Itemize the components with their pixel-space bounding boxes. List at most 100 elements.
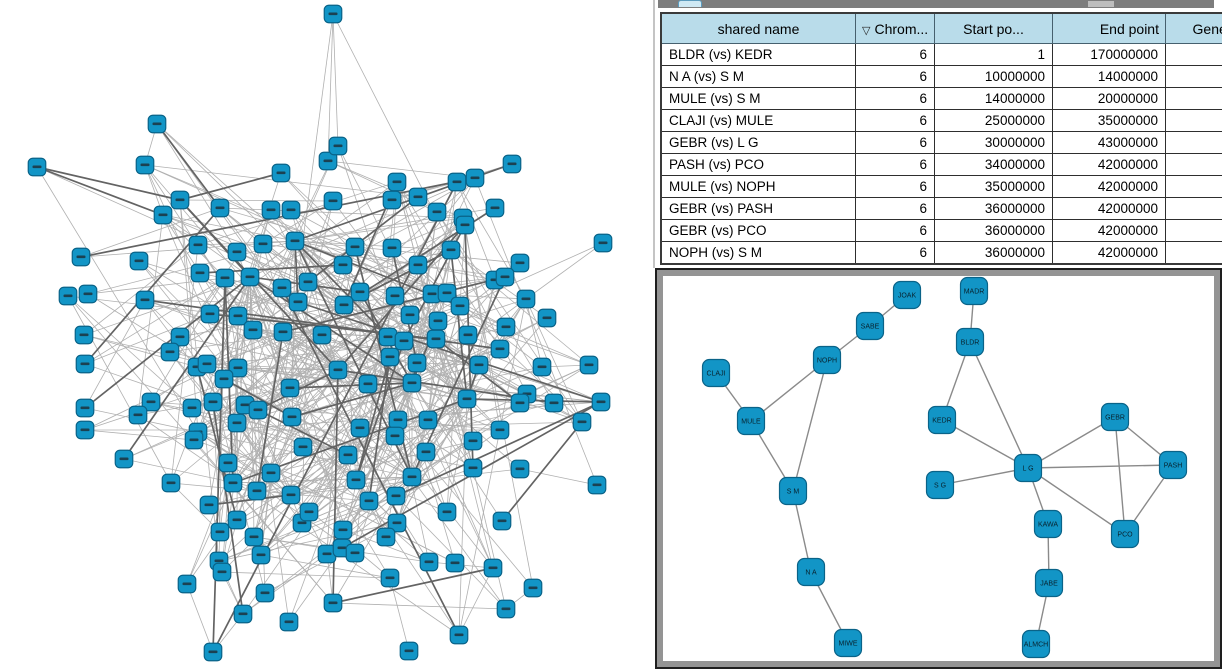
graph-edge[interactable]: [84, 277, 226, 365]
graph-edge[interactable]: [395, 495, 507, 610]
table-cell[interactable]: 14000000: [1052, 65, 1166, 88]
graph-edge[interactable]: [294, 240, 299, 303]
table-cell[interactable]: MULE (vs) NOPH: [660, 175, 856, 198]
graph-edge[interactable]: [458, 298, 527, 636]
table-cell[interactable]: 6.6: [1165, 65, 1222, 88]
column-header-2[interactable]: Start po...: [934, 12, 1053, 44]
table-cell[interactable]: 10.5: [1165, 175, 1222, 198]
table-cell[interactable]: 6: [855, 197, 935, 220]
graph-edge[interactable]: [397, 419, 474, 469]
table-cell[interactable]: 35000000: [1052, 109, 1166, 132]
table-cell[interactable]: GEBR (vs) PCO: [660, 219, 856, 242]
network-node[interactable]: [796, 557, 826, 587]
graph-edge[interactable]: [138, 260, 399, 421]
table-cell[interactable]: 6: [855, 175, 935, 198]
graph-edge[interactable]: [123, 276, 251, 460]
table-cell[interactable]: 8.9: [1165, 197, 1222, 220]
graph-edge[interactable]: [36, 166, 164, 216]
graph-edge[interactable]: [270, 402, 555, 474]
network-node[interactable]: [955, 327, 985, 357]
table-cell[interactable]: 192.0: [1165, 43, 1222, 66]
graph-edge[interactable]: [170, 482, 221, 533]
column-header-4[interactable]: Genetic...: [1165, 12, 1222, 44]
table-cell[interactable]: 35000000: [934, 175, 1053, 198]
table-cell[interactable]: 42000000: [1052, 175, 1166, 198]
scrollbar-thumb[interactable]: [1088, 1, 1114, 7]
detail-network-canvas[interactable]: JOAK MADR SABE NOPH BLDR CLAJI MULE KEDR GEBR L G…: [663, 276, 1214, 661]
overview-network-canvas[interactable]: [0, 0, 655, 669]
graph-edge[interactable]: [1027, 416, 1116, 469]
table-cell[interactable]: 10000000: [934, 65, 1053, 88]
graph-edge[interactable]: [368, 356, 391, 502]
graph-edge[interactable]: [179, 336, 339, 371]
graph-edge[interactable]: [395, 467, 474, 497]
table-cell[interactable]: 36000000: [934, 197, 1053, 220]
table-cell[interactable]: 36000000: [934, 219, 1053, 242]
graph-edge[interactable]: [427, 419, 494, 569]
network-node[interactable]: [701, 358, 731, 388]
graph-edge[interactable]: [84, 276, 251, 409]
table-cell[interactable]: 42000000: [1052, 153, 1166, 176]
graph-edge[interactable]: [84, 299, 146, 409]
graph-edge[interactable]: [297, 301, 602, 403]
table-cell[interactable]: 20000000: [1052, 87, 1166, 110]
graph-edge[interactable]: [396, 451, 427, 524]
table-cell[interactable]: 42000000: [1052, 197, 1166, 220]
graph-edge[interactable]: [308, 454, 349, 513]
graph-edge[interactable]: [208, 494, 292, 506]
graph-edge[interactable]: [525, 242, 604, 300]
table-cell[interactable]: BLDR (vs) KEDR: [660, 43, 856, 66]
table-cell[interactable]: 6: [855, 87, 935, 110]
graph-edge[interactable]: [458, 567, 494, 636]
graph-edge[interactable]: [411, 364, 480, 384]
graph-edge[interactable]: [321, 334, 361, 429]
table-row[interactable]: BLDR (vs) KEDR61170000000192.0: [660, 43, 1222, 66]
graph-edge[interactable]: [144, 299, 339, 371]
graph-edge[interactable]: [80, 207, 221, 258]
graph-edge[interactable]: [387, 336, 448, 513]
graph-edge[interactable]: [472, 467, 507, 610]
graph-edge[interactable]: [179, 199, 251, 278]
graph-edge[interactable]: [359, 276, 506, 293]
graph-edge[interactable]: [342, 382, 413, 531]
table-cell[interactable]: 7.5: [1165, 87, 1222, 110]
graph-edge[interactable]: [446, 224, 466, 513]
graph-edge[interactable]: [466, 279, 496, 400]
graph-edge[interactable]: [257, 409, 430, 563]
table-row[interactable]: N A (vs) S M610000000140000006.6: [660, 65, 1222, 88]
table-cell[interactable]: 6: [855, 43, 935, 66]
graph-edge[interactable]: [212, 340, 405, 403]
graph-edge[interactable]: [196, 366, 238, 521]
column-header-1[interactable]: ▽ Chrom...: [855, 12, 935, 44]
graph-edge[interactable]: [212, 401, 221, 533]
table-cell[interactable]: CLAJI (vs) MULE: [660, 109, 856, 132]
graph-edge[interactable]: [294, 240, 452, 251]
network-node[interactable]: [959, 276, 989, 306]
graph-edge[interactable]: [223, 378, 293, 418]
graph-edge[interactable]: [519, 468, 598, 486]
graph-edge[interactable]: [242, 429, 501, 615]
graph-edge[interactable]: [212, 401, 349, 456]
graph-edge[interactable]: [83, 334, 198, 368]
graph-edge[interactable]: [332, 369, 339, 604]
network-node[interactable]: [1158, 450, 1188, 480]
graph-edge[interactable]: [294, 240, 521, 264]
graph-edge[interactable]: [941, 419, 1029, 469]
filter-icon[interactable]: ▽: [862, 24, 871, 37]
graph-edge[interactable]: [1114, 416, 1126, 535]
network-node[interactable]: [778, 476, 808, 506]
graph-edge[interactable]: [969, 341, 1029, 469]
graph-edge[interactable]: [411, 440, 474, 478]
graph-edge[interactable]: [281, 287, 460, 636]
network-node[interactable]: [833, 628, 863, 658]
graph-edge[interactable]: [290, 398, 468, 496]
table-cell[interactable]: 25000000: [934, 109, 1053, 132]
table-cell[interactable]: 1: [934, 43, 1053, 66]
graph-edge[interactable]: [197, 431, 292, 496]
table-row[interactable]: PASH (vs) PCO6340000004200000011.4: [660, 153, 1222, 176]
column-header-0[interactable]: shared name: [660, 12, 856, 44]
graph-edge[interactable]: [1027, 467, 1126, 535]
graph-edge[interactable]: [792, 359, 828, 492]
network-node[interactable]: [736, 406, 766, 436]
table-cell[interactable]: 6: [855, 131, 935, 154]
